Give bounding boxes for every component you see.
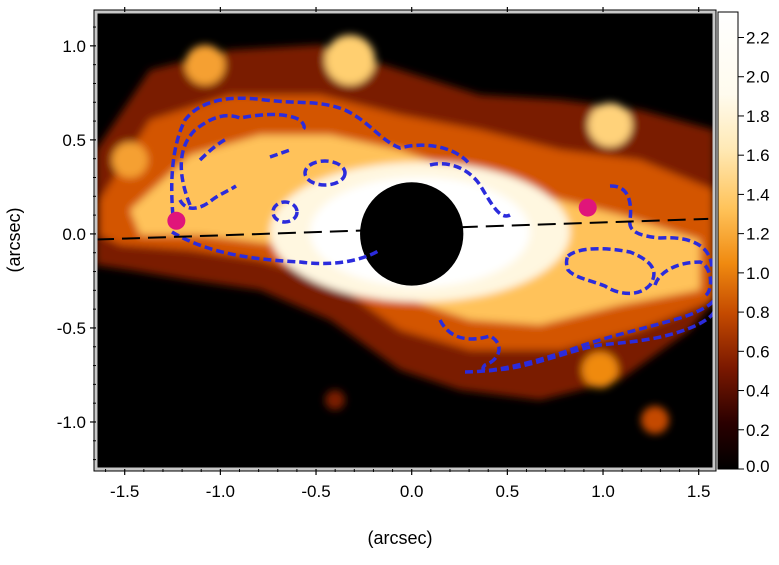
emission-clump: [325, 390, 345, 410]
disk-position-angle-line: [95, 217, 709, 241]
y-axis-title: (arcsec): [4, 207, 24, 272]
contour-right-inner: [429, 162, 511, 218]
contour-left-lower: [171, 230, 381, 266]
contour-mid-dash: [269, 148, 291, 159]
contours: [170, 96, 714, 374]
colorbar-ticks: 2.2 2.0 1.8 1.6 1.4 1.2 1.0 0.8 0.6 0.4 0.2 0.0: [738, 28, 770, 476]
contour-left-inner: [179, 112, 306, 206]
colorbar-tick-label: 0.4: [746, 382, 770, 401]
x-tick-label: 0.5: [496, 482, 520, 501]
contour-clump-b: [303, 159, 347, 187]
x-axis: -1.5 -1.0 -0.5 0.0 0.5 1.0 1.5: [105, 7, 711, 501]
markers: [167, 198, 597, 230]
colorbar-gradient: [718, 12, 738, 469]
marker-point: [167, 211, 186, 230]
contour-right-loop: [564, 246, 656, 296]
marker-point: [578, 198, 597, 217]
emission-clump: [588, 103, 632, 147]
x-tick-label: -0.5: [301, 482, 330, 501]
y-axis: 1.0 0.5 0.0 -0.5 -1.0: [57, 26, 96, 461]
emission-clump: [641, 406, 669, 434]
colorbar-tick-label: 0.2: [746, 421, 770, 440]
contour-left-outer: [170, 96, 472, 228]
plot-area: [93, 9, 717, 472]
colorbar-tick-label: 0.6: [746, 342, 770, 361]
x-tick-label: 1.0: [591, 482, 615, 501]
y-tick-label: 0.0: [62, 225, 86, 244]
colorbar-tick-label: 1.0: [746, 264, 770, 283]
x-axis-title: (arcsec): [367, 528, 432, 548]
y-tick-label: 0.5: [62, 131, 86, 150]
contour-bottom-long: [464, 298, 714, 374]
emission-clump: [185, 45, 225, 85]
x-tick-label: -1.0: [206, 482, 235, 501]
plot-frame: [94, 10, 716, 471]
y-tick-label: 1.0: [62, 37, 86, 56]
colorbar: 2.2 2.0 1.8 1.6 1.4 1.2 1.0 0.8 0.6 0.4 0.2 0.0: [717, 11, 770, 476]
contour-right-bottom: [438, 311, 714, 373]
occulting-mask: [360, 182, 464, 286]
x-tick-label: 1.5: [687, 482, 711, 501]
colorbar-tick-label: 2.2: [746, 28, 770, 47]
contour-clump-a: [271, 200, 299, 224]
emission-clump: [112, 142, 148, 178]
contour-right-outer: [609, 184, 714, 271]
colorbar-tick-label: 1.2: [746, 225, 770, 244]
contour-right-far: [653, 260, 713, 298]
contour-left-arc: [178, 184, 237, 210]
colorbar-tick-label: 1.8: [746, 107, 770, 126]
colorbar-tick-label: 0.8: [746, 303, 770, 322]
x-tick-label: 0.0: [400, 482, 424, 501]
colorbar-tick-label: 2.0: [746, 68, 770, 87]
emission-clump: [325, 35, 375, 85]
plot-frame-outer: [93, 9, 717, 472]
x-tick-label: -1.5: [110, 482, 139, 501]
y-tick-label: -0.5: [57, 319, 86, 338]
emission-clump: [582, 352, 618, 388]
y-tick-label: -1.0: [57, 413, 86, 432]
colorbar-tick-label: 1.6: [746, 146, 770, 165]
colorbar-tick-label: 1.4: [746, 185, 770, 204]
contour-left-short: [198, 136, 229, 162]
colorbar-tick-label: 0.0: [746, 457, 770, 476]
colorbar-frame: [717, 11, 739, 470]
